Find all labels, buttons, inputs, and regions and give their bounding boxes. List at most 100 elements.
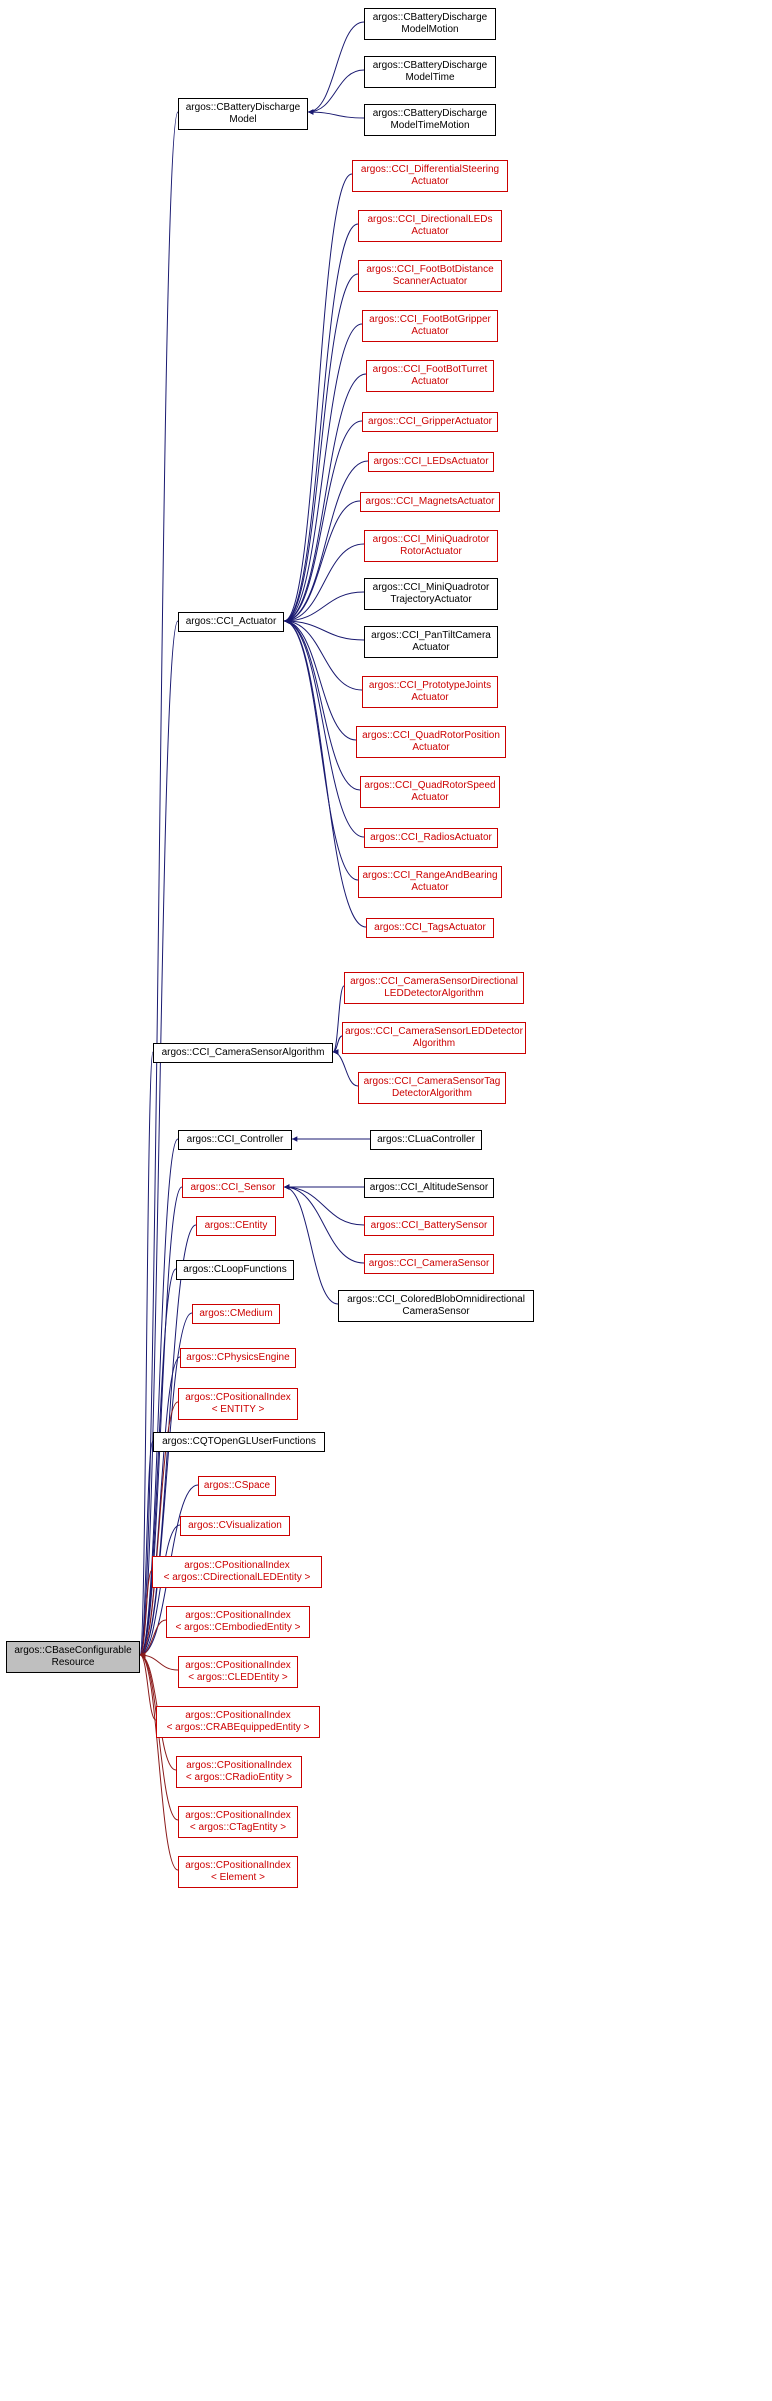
node-label: argos::CPhysicsEngine bbox=[186, 1352, 289, 1364]
node-label: argos::CCI_DifferentialSteering bbox=[361, 164, 499, 176]
node-label: argos::CCI_CameraSensorAlgorithm bbox=[162, 1047, 325, 1059]
node-act_leds: argos::CCI_LEDsActuator bbox=[368, 452, 494, 472]
node-cam_tagdet: argos::CCI_CameraSensorTagDetectorAlgori… bbox=[358, 1072, 506, 1104]
node-act_gripper: argos::CCI_GripperActuator bbox=[362, 412, 498, 432]
node-qtgl: argos::CQTOpenGLUserFunctions bbox=[153, 1432, 325, 1452]
node-act_qrpos: argos::CCI_QuadRotorPositionActuator bbox=[356, 726, 506, 758]
node-act_fbturret: argos::CCI_FootBotTurretActuator bbox=[366, 360, 494, 392]
node-act_pantilt: argos::CCI_PanTiltCameraActuator bbox=[364, 626, 498, 658]
node-act_mqtraj: argos::CCI_MiniQuadrotorTrajectoryActuat… bbox=[364, 578, 498, 610]
node-label: argos::CCI_FootBotDistance bbox=[366, 264, 493, 276]
node-label: < argos::CDirectionalLEDEntity > bbox=[164, 1572, 311, 1584]
node-label: Algorithm bbox=[413, 1038, 455, 1050]
node-label: argos::CEntity bbox=[205, 1220, 268, 1232]
node-label: ScannerActuator bbox=[393, 276, 468, 288]
node-act_rab: argos::CCI_RangeAndBearingActuator bbox=[358, 866, 502, 898]
node-label: argos::CPositionalIndex bbox=[185, 1860, 291, 1872]
node-label: argos::CLoopFunctions bbox=[183, 1264, 286, 1276]
node-bdm_timemotion: argos::CBatteryDischargeModelTimeMotion bbox=[364, 104, 496, 136]
node-actuator: argos::CCI_Actuator bbox=[178, 612, 284, 632]
node-medium: argos::CMedium bbox=[192, 1304, 280, 1324]
node-bdm_motion: argos::CBatteryDischargeModelMotion bbox=[364, 8, 496, 40]
node-label: argos::CBatteryDischarge bbox=[186, 102, 301, 114]
node-label: argos::CCI_CameraSensorLEDDetector bbox=[345, 1026, 523, 1038]
node-label: < argos::CRABEquippedEntity > bbox=[167, 1722, 310, 1734]
node-sensor: argos::CCI_Sensor bbox=[182, 1178, 284, 1198]
node-posidx_elem: argos::CPositionalIndex< Element > bbox=[178, 1856, 298, 1888]
node-label: Actuator bbox=[412, 642, 449, 654]
node-root: argos::CBaseConfigurableResource bbox=[6, 1641, 140, 1673]
node-label: argos::CCI_TagsActuator bbox=[374, 922, 486, 934]
node-label: TrajectoryActuator bbox=[390, 594, 471, 606]
node-physics: argos::CPhysicsEngine bbox=[180, 1348, 296, 1368]
node-label: argos::CCI_Sensor bbox=[190, 1182, 275, 1194]
node-act_qrspeed: argos::CCI_QuadRotorSpeedActuator bbox=[360, 776, 500, 808]
node-act_dirled: argos::CCI_DirectionalLEDsActuator bbox=[358, 210, 502, 242]
node-label: argos::CBaseConfigurable bbox=[14, 1645, 131, 1657]
node-label: Actuator bbox=[411, 326, 448, 338]
node-label: argos::CPositionalIndex bbox=[185, 1710, 291, 1722]
node-visual: argos::CVisualization bbox=[180, 1516, 290, 1536]
node-label: argos::CCI_DirectionalLEDs bbox=[367, 214, 492, 226]
node-label: argos::CCI_MiniQuadrotor bbox=[373, 534, 490, 546]
node-cam_dirled: argos::CCI_CameraSensorDirectionalLEDDet… bbox=[344, 972, 524, 1004]
node-label: argos::CPositionalIndex bbox=[185, 1660, 291, 1672]
node-act_proto: argos::CCI_PrototypeJointsActuator bbox=[362, 676, 498, 708]
node-sen_cam: argos::CCI_CameraSensor bbox=[364, 1254, 494, 1274]
node-cameraAlg: argos::CCI_CameraSensorAlgorithm bbox=[153, 1043, 333, 1063]
node-label: RotorActuator bbox=[400, 546, 462, 558]
node-label: argos::CLuaController bbox=[377, 1134, 475, 1146]
node-posidx_radio: argos::CPositionalIndex< argos::CRadioEn… bbox=[176, 1756, 302, 1788]
node-label: argos::CCI_RangeAndBearing bbox=[362, 870, 497, 882]
node-space: argos::CSpace bbox=[198, 1476, 276, 1496]
node-label: Actuator bbox=[411, 792, 448, 804]
node-posidx_emb: argos::CPositionalIndex< argos::CEmbodie… bbox=[166, 1606, 310, 1638]
node-label: Actuator bbox=[411, 226, 448, 238]
node-sen_blob: argos::CCI_ColoredBlobOmnidirectionalCam… bbox=[338, 1290, 534, 1322]
node-loopfn: argos::CLoopFunctions bbox=[176, 1260, 294, 1280]
node-label: argos::CVisualization bbox=[188, 1520, 282, 1532]
node-act_mqrotor: argos::CCI_MiniQuadrotorRotorActuator bbox=[364, 530, 498, 562]
node-label: argos::CCI_BatterySensor bbox=[371, 1220, 488, 1232]
node-act_magnets: argos::CCI_MagnetsActuator bbox=[360, 492, 500, 512]
node-posidx_dled: argos::CPositionalIndex< argos::CDirecti… bbox=[152, 1556, 322, 1588]
node-label: Actuator bbox=[411, 882, 448, 894]
node-label: Actuator bbox=[411, 176, 448, 188]
node-label: argos::CCI_AltitudeSensor bbox=[370, 1182, 488, 1194]
node-act_diffsteer: argos::CCI_DifferentialSteeringActuator bbox=[352, 160, 508, 192]
node-label: Actuator bbox=[412, 742, 449, 754]
node-label: ModelMotion bbox=[401, 24, 458, 36]
node-lua: argos::CLuaController bbox=[370, 1130, 482, 1150]
node-label: < Element > bbox=[211, 1872, 265, 1884]
node-label: argos::CCI_MiniQuadrotor bbox=[373, 582, 490, 594]
node-posidx_led: argos::CPositionalIndex< argos::CLEDEnti… bbox=[178, 1656, 298, 1688]
node-act_tags: argos::CCI_TagsActuator bbox=[366, 918, 494, 938]
node-centity: argos::CEntity bbox=[196, 1216, 276, 1236]
node-label: argos::CCI_LEDsActuator bbox=[373, 456, 488, 468]
node-label: CameraSensor bbox=[402, 1306, 469, 1318]
node-label: < argos::CTagEntity > bbox=[190, 1822, 286, 1834]
node-label: argos::CCI_QuadRotorSpeed bbox=[364, 780, 495, 792]
node-batteryModel: argos::CBatteryDischargeModel bbox=[178, 98, 308, 130]
node-posidx_rab: argos::CPositionalIndex< argos::CRABEqui… bbox=[156, 1706, 320, 1738]
node-act_radios: argos::CCI_RadiosActuator bbox=[364, 828, 498, 848]
node-label: < argos::CRadioEntity > bbox=[186, 1772, 292, 1784]
node-label: argos::CCI_FootBotTurret bbox=[373, 364, 488, 376]
node-posidx_entity: argos::CPositionalIndex< ENTITY > bbox=[178, 1388, 298, 1420]
node-label: argos::CSpace bbox=[204, 1480, 270, 1492]
node-label: < ENTITY > bbox=[212, 1404, 265, 1416]
node-label: Actuator bbox=[411, 692, 448, 704]
node-label: argos::CCI_PrototypeJoints bbox=[369, 680, 491, 692]
node-label: argos::CQTOpenGLUserFunctions bbox=[162, 1436, 316, 1448]
node-label: argos::CPositionalIndex bbox=[185, 1392, 291, 1404]
node-sen_alt: argos::CCI_AltitudeSensor bbox=[364, 1178, 494, 1198]
node-label: Resource bbox=[52, 1657, 95, 1669]
node-label: < argos::CLEDEntity > bbox=[188, 1672, 288, 1684]
node-label: argos::CCI_CameraSensorDirectional bbox=[350, 976, 518, 988]
node-controller: argos::CCI_Controller bbox=[178, 1130, 292, 1150]
node-label: argos::CMedium bbox=[199, 1308, 272, 1320]
node-act_fbgrip: argos::CCI_FootBotGripperActuator bbox=[362, 310, 498, 342]
node-label: argos::CCI_RadiosActuator bbox=[370, 832, 492, 844]
node-label: argos::CPositionalIndex bbox=[184, 1560, 290, 1572]
node-label: argos::CCI_MagnetsActuator bbox=[366, 496, 495, 508]
